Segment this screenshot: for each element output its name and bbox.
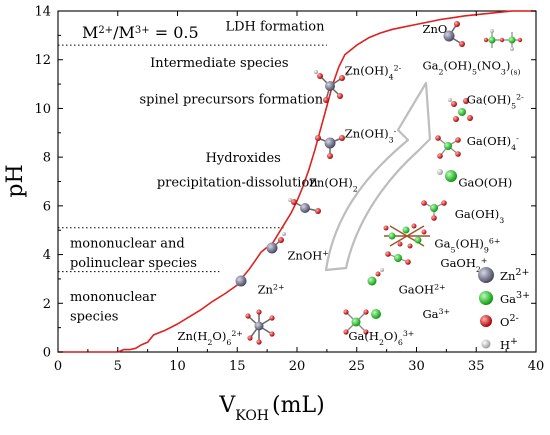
species-label-2: Zn(OH)42-: [345, 63, 402, 81]
species-label-13: Zn2+: [258, 282, 285, 297]
ratio-label: M2+/M3+ = 0.5: [82, 23, 199, 42]
ga-ion: [371, 309, 381, 319]
legend-label-3: H+: [500, 336, 518, 353]
y-tick-label: 0: [43, 346, 51, 361]
species-label-12: GaOH2+: [399, 282, 446, 297]
annotation-0: LDH formation: [225, 19, 325, 34]
species-label-0: ZnO: [422, 22, 447, 36]
species-label-6: GaO(OH): [458, 175, 512, 189]
zn-hexaaqua-molecule: [245, 309, 275, 345]
species-label-16: Ga(H2O)63+: [348, 328, 414, 346]
annotation-2: spinel precursors formation: [139, 93, 323, 108]
annotation-3: Hydroxides: [206, 151, 281, 166]
curve-layer: [58, 10, 536, 353]
species-label-4: Ga(OH)4-: [467, 133, 519, 151]
x-tick-label: 40: [528, 359, 545, 374]
legend-marker-1: [479, 291, 493, 305]
znoh-molecule: [266, 232, 286, 254]
gaoh-molecule: [367, 268, 384, 286]
x-tick-label: 35: [468, 359, 485, 374]
molecule-drawings: [235, 21, 523, 345]
x-tick-labels: 0 5 10 15 20 25 30 35 40: [54, 359, 544, 374]
annotation-4: precipitation-dissolution: [157, 175, 318, 190]
annotation-1: Intermediate species: [150, 56, 288, 71]
x-tick-label: 15: [229, 359, 246, 374]
y-tick-labels: 0 2 4 6 8 10 12 14: [34, 5, 51, 361]
species-label-11: GaOH2+: [440, 255, 487, 273]
legend-label-1: Ga3+: [500, 290, 530, 307]
y-tick-label: 4: [43, 248, 51, 263]
ga2oh5no3-molecule: [483, 29, 523, 51]
gaoh3-molecule: [421, 200, 447, 221]
x-tick-label: 30: [408, 359, 425, 374]
gaooh-molecule: [437, 169, 457, 182]
x-tick-label: 25: [348, 359, 365, 374]
species-label-14: Ga3+: [422, 306, 450, 321]
y-tick-label: 14: [34, 5, 51, 20]
species-label-3: Ga(OH)52-: [467, 92, 524, 110]
znoh4-molecule: [314, 70, 349, 103]
zno-molecule: [443, 21, 465, 47]
znoh2-molecule: [288, 198, 321, 214]
species-label-9: Ga5(OH)96+: [434, 236, 500, 254]
region-annotations: LDH formation Intermediate species spinel …: [70, 19, 325, 324]
x-axis-title: VKOH (mL): [218, 393, 324, 424]
tick-marks: [57, 10, 537, 353]
species-label-5: Zn(OH)3-: [345, 126, 397, 144]
legend-marker-2: [480, 315, 492, 327]
legend-label-0: Zn2+: [500, 267, 529, 284]
zn-ion: [235, 275, 247, 287]
znoh3-molecule: [315, 135, 345, 159]
gaoh2-molecule: [385, 251, 411, 265]
gaoh5-molecule: [448, 98, 473, 122]
annotation-7: mononuclear: [70, 290, 157, 305]
legend-marker-3: [481, 339, 491, 349]
x-tick-label: 5: [114, 359, 122, 374]
reference-lines: [58, 44, 327, 273]
legend-label-2: O2-: [500, 313, 519, 330]
y-tick-label: 2: [43, 297, 51, 312]
y-tick-label: 12: [34, 53, 51, 68]
x-tick-label: 0: [54, 359, 62, 374]
species-label-7: Zn(OH)2: [309, 175, 358, 193]
annotation-5: mononuclear and: [70, 236, 185, 251]
ga5oh9-cluster: [383, 223, 430, 249]
species-label-1: Ga2(OH)5(NO3)(s): [422, 58, 520, 76]
y-axis-title: pH: [3, 164, 28, 197]
y-tick-label: 6: [43, 199, 51, 214]
x-tick-label: 20: [289, 359, 306, 374]
process-arrow-shape: [324, 81, 432, 272]
y-tick-label: 8: [43, 151, 51, 166]
species-label-10: ZnOH+: [287, 248, 328, 263]
titration-curve-0: [58, 10, 536, 353]
x-tick-label: 10: [169, 359, 186, 374]
species-label-8: Ga(OH)3: [455, 207, 504, 225]
species-labels: ZnO Ga2(OH)5(NO3)(s) Zn(OH)42- Ga(OH)52- Ga(…: [178, 22, 525, 346]
legend: Zn2+ Ga3+ O2- H+: [478, 267, 530, 353]
gaoh4-molecule: [435, 135, 461, 159]
ga-hexaaqua-molecule: [343, 309, 369, 335]
y-tick-label: 10: [34, 102, 51, 117]
annotation-6: polinuclear species: [70, 256, 197, 271]
species-label-15: Zn(H2O)62+: [178, 328, 243, 346]
annotation-8: species: [70, 309, 119, 324]
legend-marker-0: [478, 267, 494, 283]
